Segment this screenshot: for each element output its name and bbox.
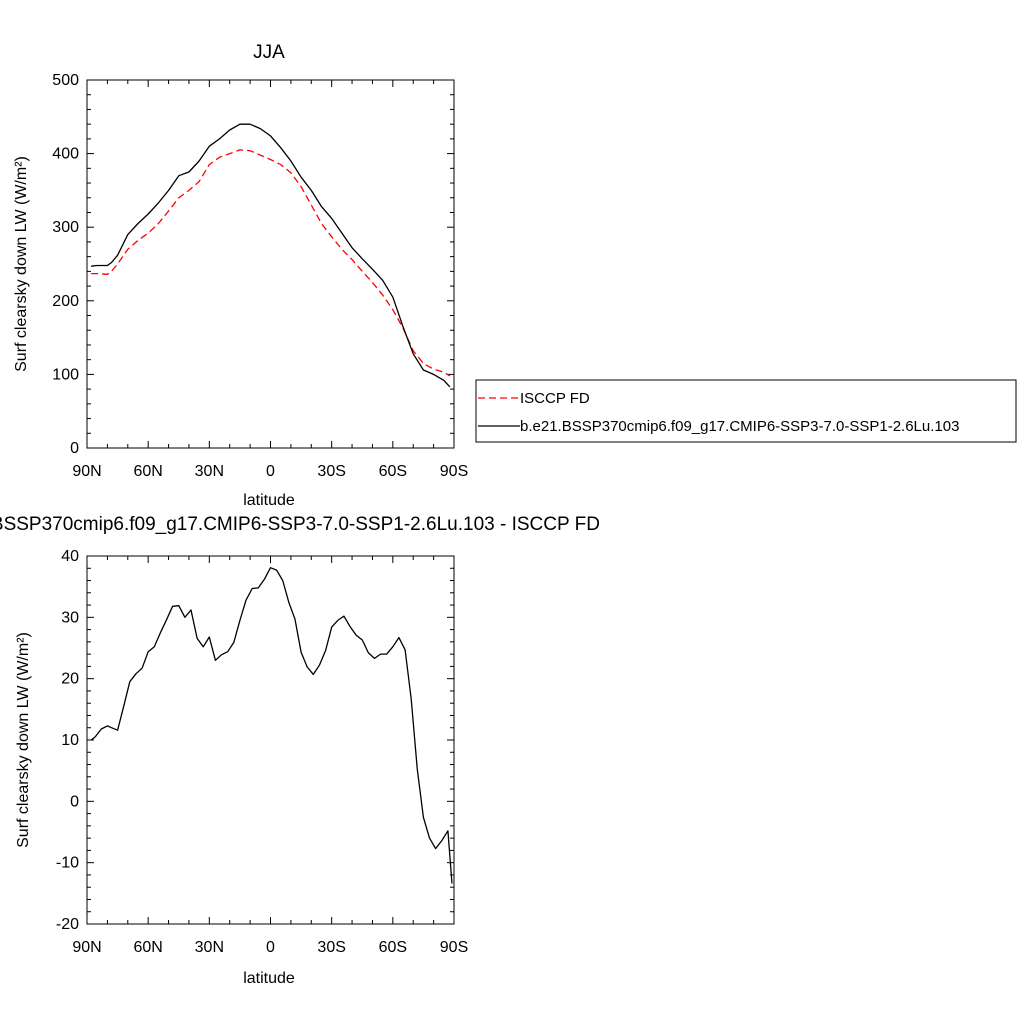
top-x-tick-label: 90N [72,463,101,480]
legend-box [475,379,1017,443]
bottom-x-axis-title: latitude [243,970,295,987]
bottom-x-tick-label: 90N [72,939,101,956]
bottom-y-tick-label: -10 [56,855,79,872]
bottom-panel: b.e21.BSSP370cmip6.f09_g17.CMIP6-SSP3-7.… [0,514,600,987]
top-x-tick-label: 0 [266,463,275,480]
bottom-chart-title: b.e21.BSSP370cmip6.f09_g17.CMIP6-SSP3-7.… [0,514,600,535]
bottom-x-tick-label: 0 [266,939,275,956]
top-y-tick-label: 300 [52,219,79,236]
top-y-axis: 0 100 200 300 400 500 [52,72,454,457]
bottom-y-tick-label: -20 [56,916,79,933]
top-x-tick-label: 60S [379,463,407,480]
bottom-x-tick-label: 30N [195,939,224,956]
legend-label-model: b.e21.BSSP370cmip6.f09_g17.CMIP6-SSP3-7.… [520,418,959,435]
bottom-x-tick-label: 30S [317,939,345,956]
top-y-tick-label: 100 [52,366,79,383]
bottom-y-tick-label: 20 [61,671,79,688]
bottom-y-axis: -20 -10 0 10 20 30 40 [56,548,454,933]
bottom-y-axis-title: Surf clearsky down LW (W/m²) [15,632,32,848]
top-series-line-1 [91,123,451,388]
bottom-x-tick-label: 90S [440,939,468,956]
bottom-series-line-0 [90,567,453,884]
top-y-tick-label: 500 [52,72,79,89]
top-x-axis-title: latitude [243,492,295,509]
bottom-x-tick-label: 60N [133,939,162,956]
top-x-tick-label: 30N [195,463,224,480]
bottom-plot-frame [86,555,455,925]
bottom-series-group [90,567,453,884]
top-series-line-0 [91,149,451,377]
top-x-axis: 90N 60N 30N 0 30S 60S 90S [72,80,468,480]
top-panel: JJA 0 100 200 300 400 500 90N 60N 30N 0 30S 60S 90S… [13,42,468,509]
bottom-y-tick-label: 30 [61,609,79,626]
top-x-tick-label: 90S [440,463,468,480]
bottom-y-tick-label: 0 [70,793,79,810]
top-chart-title: JJA [253,42,285,63]
top-y-axis-title: Surf clearsky down LW (W/m²) [13,156,30,372]
top-y-tick-label: 400 [52,146,79,163]
top-x-tick-label: 30S [317,463,345,480]
legend-label-isccp: ISCCP FD [520,390,590,407]
bottom-y-tick-label: 10 [61,732,79,749]
top-y-tick-label: 200 [52,293,79,310]
top-series-group [91,123,451,388]
bottom-y-tick-label: 40 [61,548,79,565]
top-x-tick-label: 60N [133,463,162,480]
legend: ISCCP FD b.e21.BSSP370cmip6.f09_g17.CMIP… [475,379,1017,443]
bottom-x-tick-label: 60S [379,939,407,956]
top-y-tick-label: 0 [70,440,79,457]
bottom-x-axis: 90N 60N 30N 0 30S 60S 90S [72,556,468,956]
